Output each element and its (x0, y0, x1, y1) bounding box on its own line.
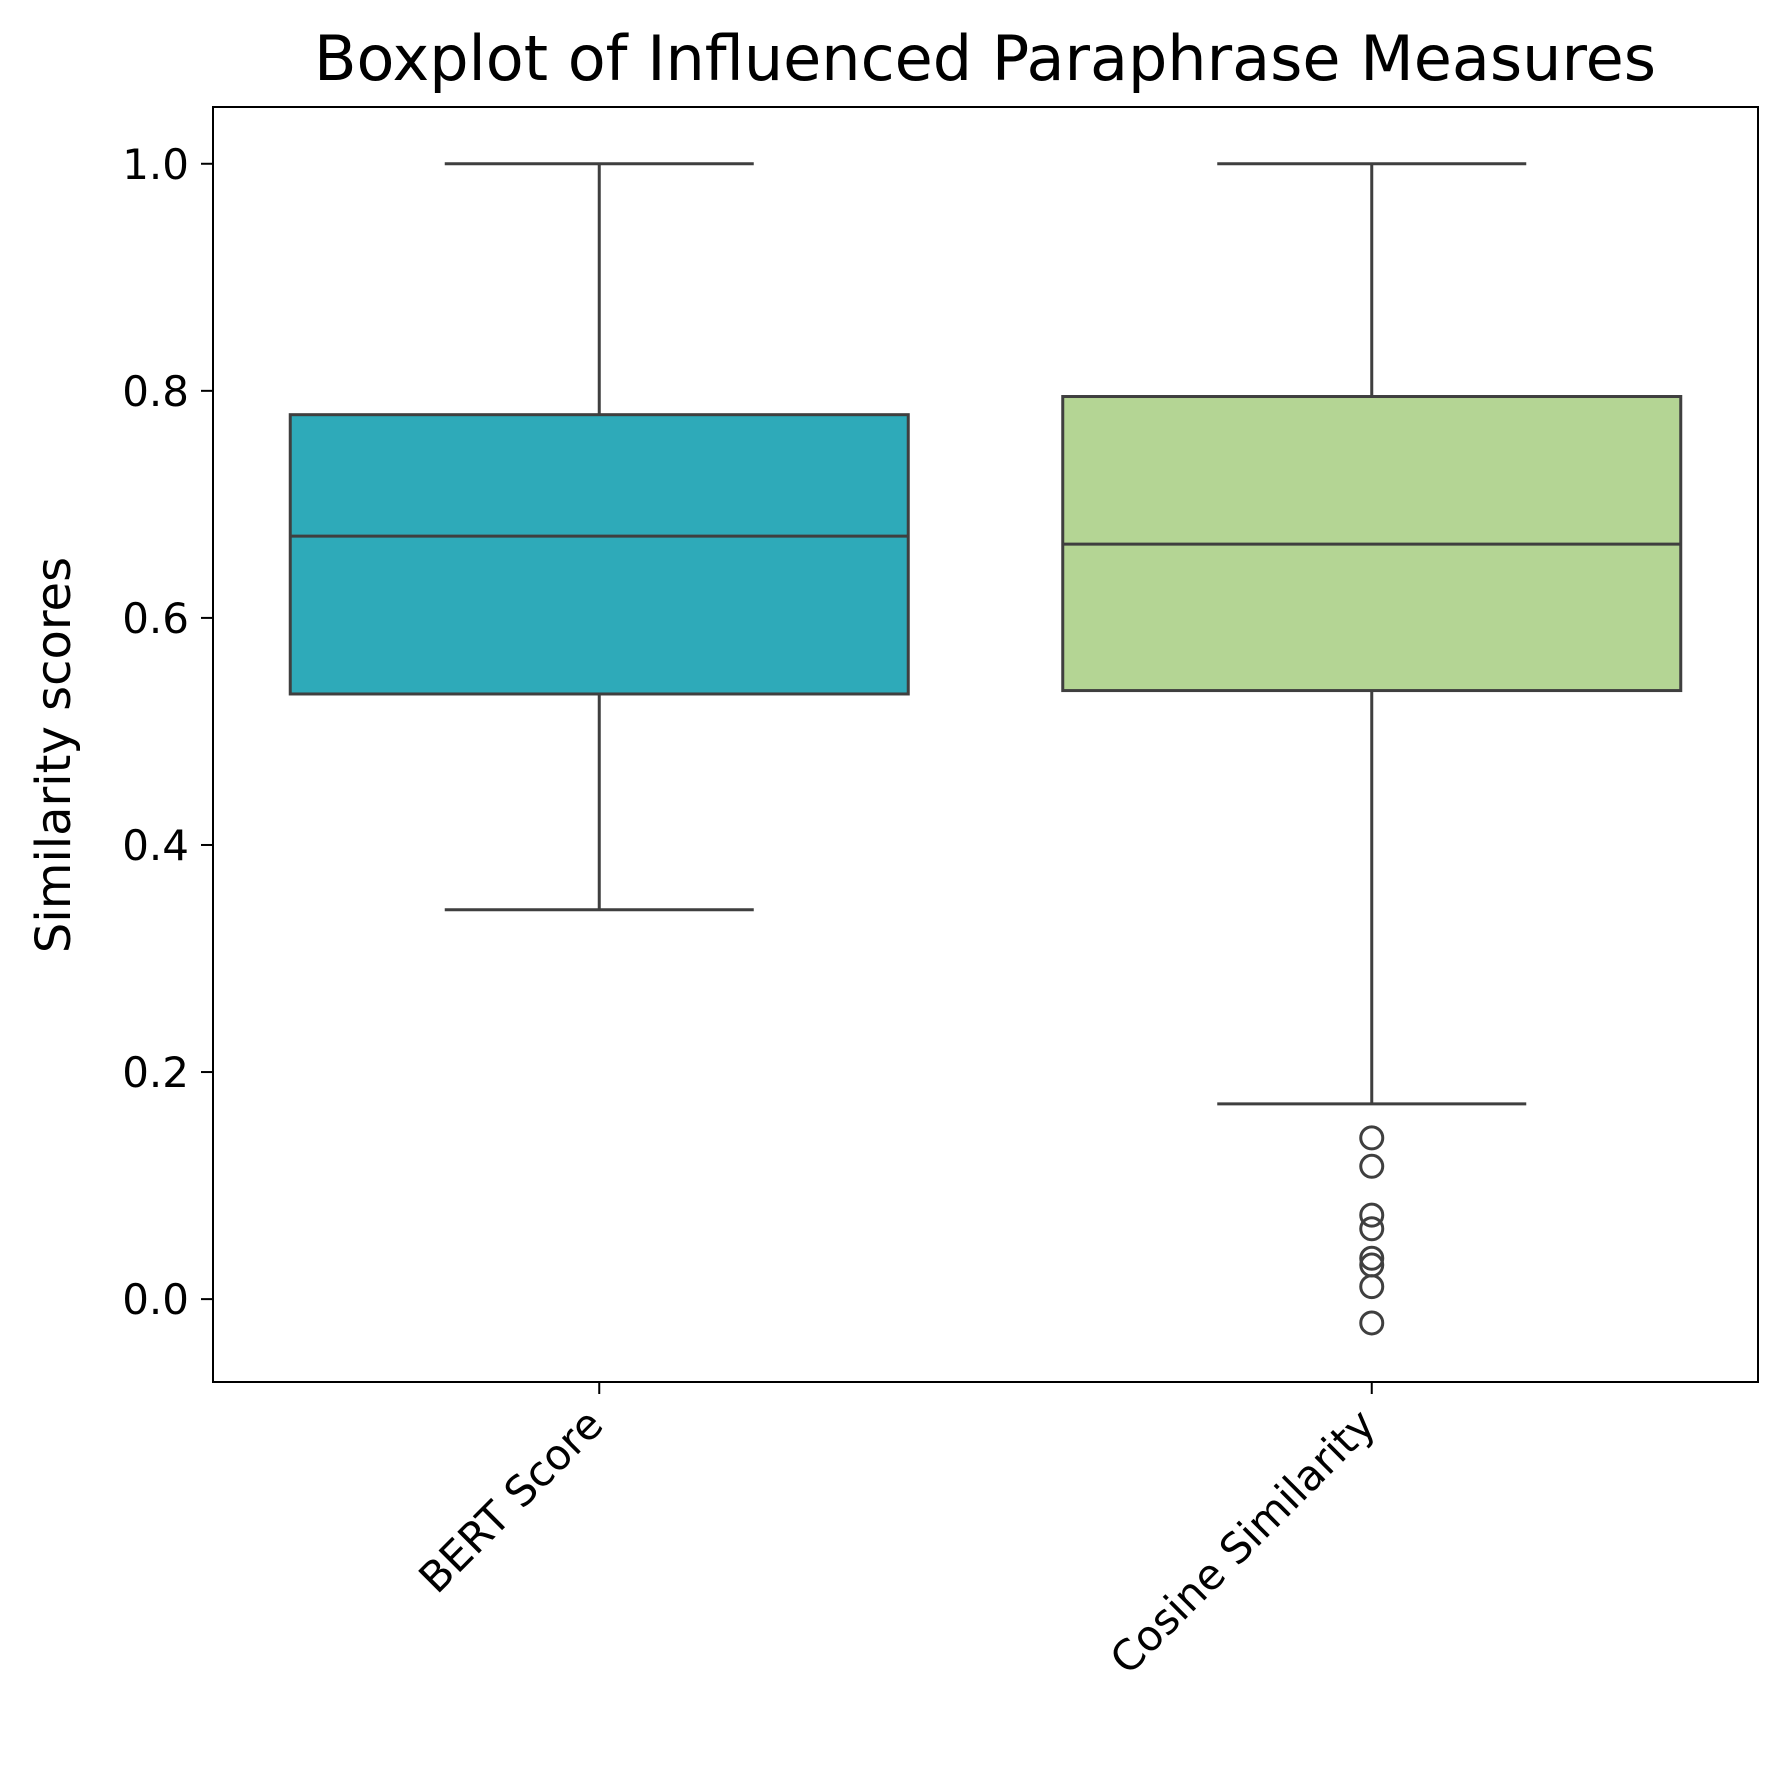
chart-title: Boxplot of Influenced Paraphrase Measure… (314, 22, 1656, 95)
y-tick-label-0: 0.0 (122, 1275, 189, 1324)
outlier-point-1-0 (1359, 1125, 1385, 1151)
outlier-point-1-4 (1359, 1245, 1385, 1271)
box-group-1 (1061, 162, 1683, 1336)
y-tick-label-5: 1.0 (122, 140, 189, 189)
y-tick-label-4: 0.8 (122, 367, 189, 416)
outlier-point-1-1 (1359, 1153, 1385, 1179)
outlier-point-1-6 (1359, 1274, 1385, 1300)
outlier-point-1-7 (1359, 1310, 1385, 1336)
y-tick-label-2: 0.4 (122, 821, 189, 870)
y-axis: 0.0 0.2 0.4 0.6 0.8 1.0 (122, 140, 213, 1324)
box-group-0 (288, 162, 910, 912)
box-0 (288, 413, 910, 696)
y-tick-label-1: 0.2 (122, 1048, 189, 1097)
y-axis-label: Similarity scores (26, 557, 82, 953)
plot-marks (288, 162, 1683, 1336)
outlier-point-1-3 (1359, 1216, 1385, 1242)
plot-frame (212, 106, 1759, 1383)
outlier-point-1-2 (1359, 1202, 1385, 1228)
y-tick-label-3: 0.6 (122, 594, 189, 643)
